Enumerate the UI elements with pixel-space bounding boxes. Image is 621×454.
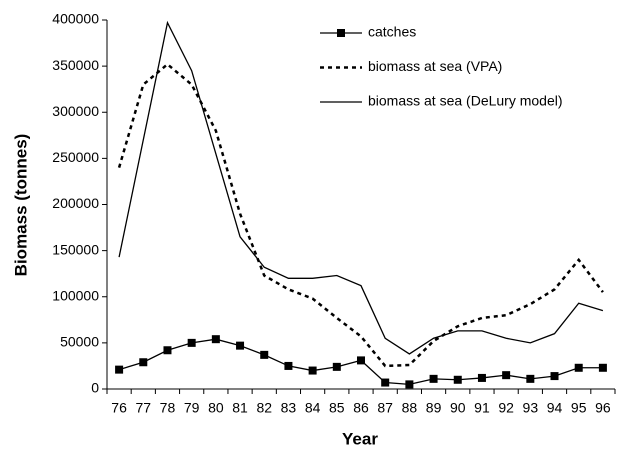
- point-marker: [284, 361, 293, 370]
- point-marker: [236, 341, 245, 350]
- x-tick-label: 76: [111, 400, 127, 416]
- point-marker: [260, 350, 269, 359]
- x-tick-label: 91: [474, 400, 490, 416]
- series-line: [118, 20, 604, 355]
- x-tick-label: 79: [184, 400, 200, 416]
- point-marker: [381, 378, 390, 387]
- x-tick-label: 80: [208, 400, 224, 416]
- y-tick-label: 0: [91, 380, 99, 396]
- x-tick-label: 81: [232, 400, 248, 416]
- y-tick-label: 150000: [52, 241, 99, 257]
- y-tick-label: 300000: [52, 103, 99, 119]
- point-marker: [308, 366, 317, 375]
- x-tick-label: 84: [305, 400, 321, 416]
- point-marker: [115, 365, 124, 374]
- point-marker: [332, 362, 341, 371]
- x-tick-label: 82: [256, 400, 272, 416]
- x-tick-label: 96: [595, 400, 611, 416]
- x-tick-label: 92: [498, 400, 514, 416]
- y-tick-label: 350000: [52, 57, 99, 73]
- point-marker: [139, 358, 148, 367]
- y-axis-title: Biomass (tonnes): [11, 134, 30, 277]
- y-tick-label: 100000: [52, 287, 99, 303]
- x-tick-label: 77: [135, 400, 151, 416]
- point-marker: [453, 375, 462, 384]
- legend-label: biomass at sea (DeLury model): [368, 93, 563, 109]
- point-marker: [526, 374, 535, 383]
- point-marker: [574, 363, 583, 372]
- point-marker: [477, 373, 486, 382]
- point-marker: [211, 335, 220, 344]
- point-marker: [429, 374, 438, 383]
- point-marker: [357, 356, 365, 365]
- y-tick-label: 200000: [52, 195, 99, 211]
- legend-label: biomass at sea (VPA): [368, 58, 502, 74]
- legend-marker: [337, 29, 345, 37]
- point-marker: [502, 371, 511, 380]
- x-tick-label: 85: [329, 400, 345, 416]
- x-tick-label: 87: [377, 400, 393, 416]
- x-tick-label: 88: [402, 400, 418, 416]
- point-marker: [598, 363, 607, 372]
- x-tick-label: 94: [547, 400, 563, 416]
- x-tick-label: 93: [523, 400, 539, 416]
- y-tick-label: 250000: [52, 149, 99, 165]
- y-tick-label: 400000: [52, 11, 99, 27]
- y-tick-label: 50000: [60, 334, 99, 350]
- x-tick-label: 90: [450, 400, 466, 416]
- point-marker: [550, 372, 559, 381]
- x-tick-label: 78: [160, 400, 176, 416]
- point-marker: [163, 346, 172, 355]
- point-marker: [187, 338, 196, 347]
- x-tick-label: 86: [353, 400, 369, 416]
- legend-label: catches: [368, 24, 416, 40]
- x-axis-title: Year: [342, 429, 378, 448]
- x-tick-label: 89: [426, 400, 442, 416]
- x-tick-label: 83: [281, 400, 297, 416]
- x-tick-label: 95: [571, 400, 587, 416]
- point-marker: [405, 380, 414, 389]
- series-line: [117, 62, 604, 368]
